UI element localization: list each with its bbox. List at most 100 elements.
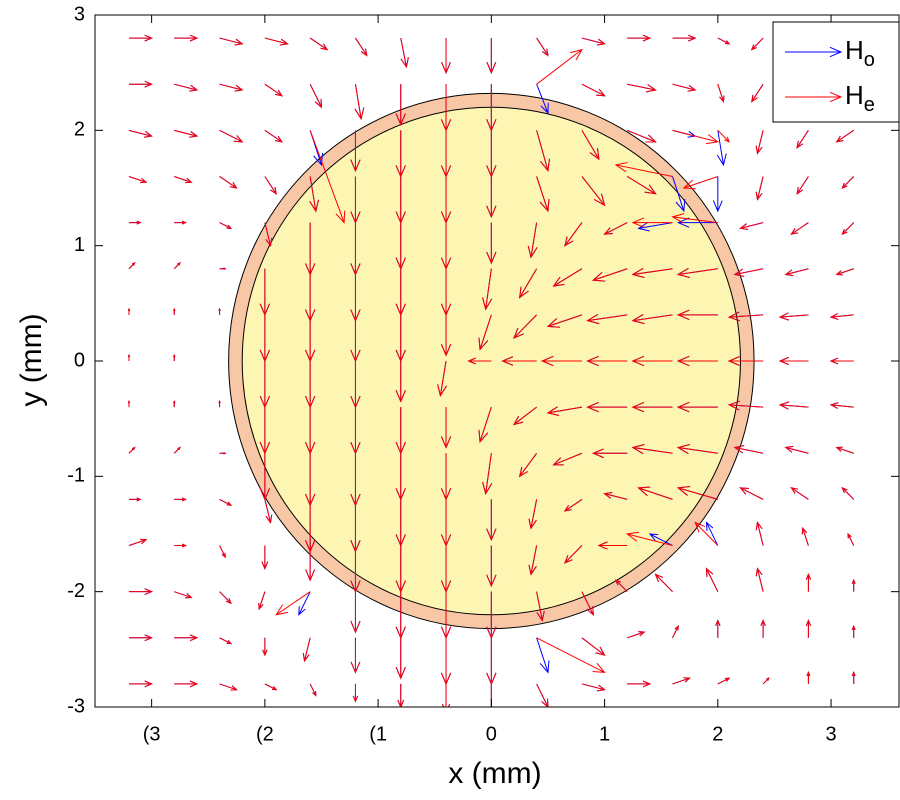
arrow xyxy=(627,631,646,639)
arrow xyxy=(727,311,764,322)
arrow xyxy=(128,634,153,642)
legend-arrow xyxy=(785,46,843,58)
arrow xyxy=(541,355,582,367)
legend-label: He xyxy=(845,80,875,116)
arrow xyxy=(264,222,273,247)
arrow xyxy=(486,222,497,265)
arrow xyxy=(219,83,244,92)
arrow xyxy=(841,222,855,236)
arrow xyxy=(478,314,492,351)
arrow xyxy=(716,130,727,167)
arrow xyxy=(395,499,406,547)
arrow xyxy=(760,619,766,638)
arrow xyxy=(128,34,153,42)
legend-label: Ho xyxy=(845,35,875,71)
arrow xyxy=(174,83,199,92)
arrow xyxy=(395,84,406,126)
arrow xyxy=(219,222,233,229)
arrow xyxy=(627,83,657,93)
arrow xyxy=(486,499,497,542)
arrow xyxy=(440,637,452,686)
x-tick-label: (2 xyxy=(256,723,274,745)
arrow xyxy=(354,84,365,121)
arrow xyxy=(631,217,673,228)
arrow xyxy=(174,220,187,225)
arrow xyxy=(486,637,497,686)
arrow xyxy=(128,680,153,688)
arrow xyxy=(835,446,854,454)
arrow xyxy=(395,222,406,271)
arrow xyxy=(717,37,731,45)
arrow xyxy=(672,34,697,42)
arrow xyxy=(546,406,583,416)
arrow xyxy=(739,222,764,231)
x-tick-label: (1 xyxy=(369,723,387,745)
y-tick-label: -2 xyxy=(67,580,85,602)
arrow xyxy=(395,637,406,680)
arrow xyxy=(552,452,583,466)
arrow xyxy=(778,312,809,321)
arrow xyxy=(219,545,226,559)
arrow xyxy=(259,361,270,409)
arrow xyxy=(796,130,809,149)
arrow xyxy=(259,453,270,501)
arrow xyxy=(486,176,497,219)
y-tick-label: 1 xyxy=(74,234,85,256)
arrow xyxy=(219,498,233,506)
arrow xyxy=(174,129,199,138)
arrow xyxy=(128,538,148,547)
arrow xyxy=(174,634,199,642)
arrow xyxy=(563,498,583,512)
x-tick-label: (3 xyxy=(143,723,161,745)
arrow xyxy=(501,356,537,366)
arrow xyxy=(128,220,142,225)
arrow xyxy=(805,573,812,592)
arrow xyxy=(261,545,269,570)
arrow xyxy=(536,637,606,673)
arrow xyxy=(778,356,809,366)
arrow xyxy=(676,267,718,279)
arrow xyxy=(262,637,268,657)
arrow xyxy=(298,591,311,616)
arrow xyxy=(174,175,193,184)
arrow xyxy=(672,129,720,145)
arrow xyxy=(755,567,764,592)
arrow xyxy=(829,313,854,320)
arrow xyxy=(536,176,550,213)
arrow xyxy=(527,222,538,259)
arrow xyxy=(631,313,673,325)
arrow xyxy=(546,314,583,328)
arrow xyxy=(762,677,770,685)
arrow xyxy=(637,486,673,500)
arrow xyxy=(581,83,606,97)
arrow xyxy=(482,453,493,495)
arrow xyxy=(309,37,329,51)
arrow xyxy=(603,491,628,500)
arrow xyxy=(486,84,497,132)
y-axis-label: y (mm) xyxy=(15,313,48,406)
arrow xyxy=(672,677,691,685)
y-tick-label: 0 xyxy=(74,349,85,371)
arrow xyxy=(631,267,673,279)
arrow xyxy=(350,637,361,674)
arrow xyxy=(518,452,538,478)
arrow xyxy=(581,130,600,161)
arrow xyxy=(309,176,320,213)
arrow xyxy=(350,361,361,409)
arrow xyxy=(806,671,811,684)
arrow xyxy=(518,268,538,299)
arrow xyxy=(625,531,673,547)
arrow xyxy=(264,683,278,691)
arrow xyxy=(739,487,764,500)
arrow xyxy=(536,683,549,707)
arrow xyxy=(841,176,855,189)
arrow xyxy=(784,268,809,277)
arrow xyxy=(219,683,238,691)
arrow xyxy=(733,445,764,454)
arrow xyxy=(128,129,153,138)
arrow xyxy=(528,499,538,530)
arrow xyxy=(717,677,731,685)
arrow xyxy=(733,268,764,277)
arrow xyxy=(676,309,718,321)
arrow xyxy=(672,625,679,639)
